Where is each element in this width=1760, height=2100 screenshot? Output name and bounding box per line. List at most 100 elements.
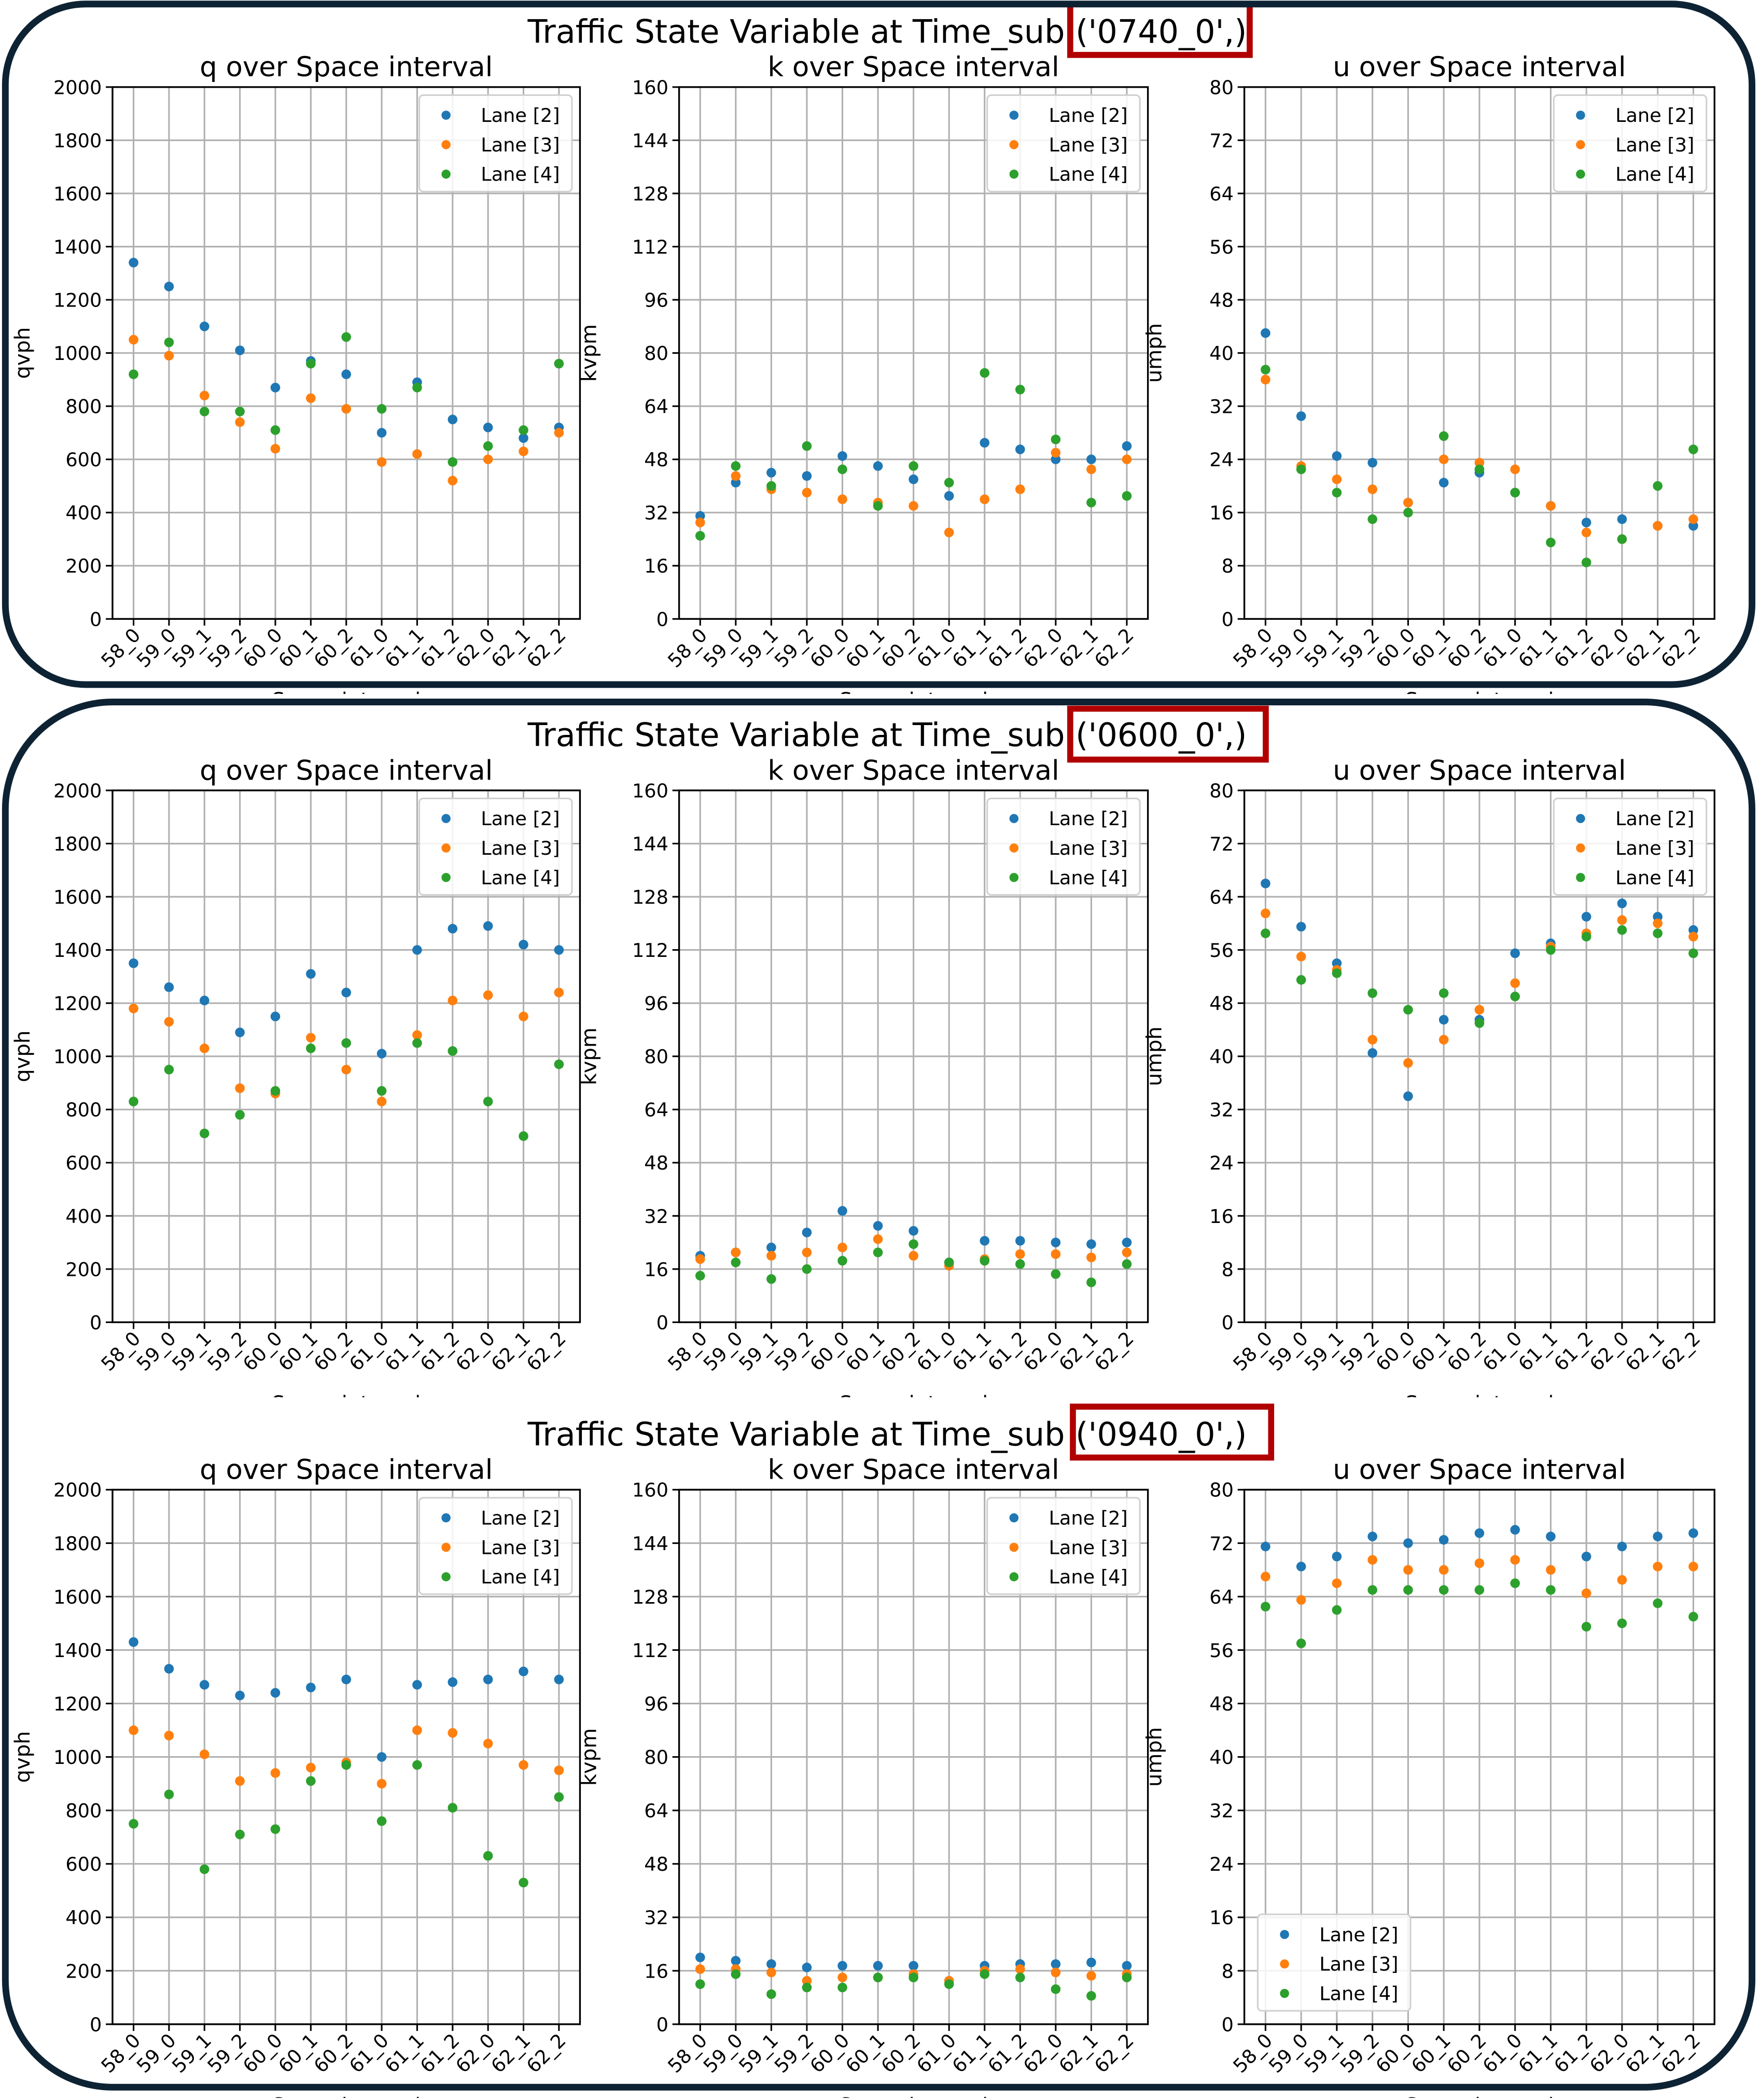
subplot-title: q over Space interval (200, 51, 493, 83)
point-lane-2 (483, 921, 493, 931)
point-lane-2 (270, 382, 281, 393)
point-lane-2 (909, 474, 918, 484)
point-lane-4 (1653, 481, 1663, 491)
point-lane-4 (1510, 992, 1520, 1002)
figure-title-prefix: Traffic State Variable at Time_sub (527, 13, 1065, 51)
point-lane-4 (270, 425, 281, 435)
legend-marker (441, 140, 451, 149)
point-lane-3 (1474, 1558, 1485, 1568)
point-lane-4 (731, 1257, 741, 1268)
y-axis: 0 8 16 24 32 40 48 56 64 72 80 (1209, 1479, 1245, 2036)
point-lane-2 (1261, 328, 1270, 338)
y-axis: 0 8 16 24 32 40 48 56 64 72 80 (1209, 780, 1245, 1334)
y-tick-label: 56 (1209, 236, 1234, 258)
point-lane-3 (376, 1778, 387, 1789)
y-tick-label: 16 (1209, 1907, 1234, 1929)
point-lane-4 (554, 358, 564, 369)
subplot-title: u over Space interval (1333, 51, 1626, 83)
y-tick-label: 8 (1222, 1258, 1234, 1281)
point-lane-3 (235, 417, 245, 427)
point-lane-4 (731, 1969, 741, 1979)
point-lane-4 (1617, 534, 1627, 544)
point-lane-3 (1653, 521, 1663, 531)
point-lane-3 (1086, 464, 1096, 475)
point-lane-4 (1332, 968, 1342, 978)
y-axis: 0 200 400 600 800 1000 1200 1400 1600 1800 2000 (53, 780, 113, 1334)
point-lane-3 (1581, 1588, 1591, 1598)
point-lane-4 (1086, 497, 1096, 508)
point-lane-3 (695, 518, 705, 527)
point-lane-2 (1051, 1959, 1061, 1969)
y-tick-label: 0 (656, 2013, 668, 2036)
point-lane-4 (519, 1131, 528, 1141)
point-lane-3 (837, 1972, 847, 1983)
point-lane-4 (731, 461, 741, 471)
y-tick-label: 96 (644, 1693, 668, 1715)
point-lane-3 (695, 1254, 705, 1264)
y-tick-label: 1000 (53, 1046, 102, 1068)
legend-marker (1009, 843, 1019, 853)
legend-box (1256, 1913, 1412, 2012)
point-lane-3 (519, 1011, 528, 1022)
point-lane-4 (554, 1792, 564, 1802)
point-lane-3 (448, 1728, 458, 1738)
y-tick-label: 2000 (53, 76, 102, 99)
y-tick-label: 72 (1209, 833, 1234, 855)
y-tick-label: 48 (1209, 993, 1234, 1015)
point-lane-2 (1403, 1538, 1413, 1548)
point-lane-2 (1581, 518, 1591, 527)
y-tick-label: 128 (632, 1586, 668, 1608)
y-tick-label: 32 (644, 1205, 668, 1228)
legend-label: Lane [4] (1049, 1566, 1127, 1588)
legend-box (418, 94, 573, 192)
y-tick-label: 16 (1209, 1205, 1234, 1228)
point-lane-3 (1015, 1964, 1025, 1974)
point-lane-3 (412, 1030, 422, 1040)
legend-label: Lane [3] (1615, 837, 1694, 859)
legend-label: Lane [4] (1615, 867, 1694, 889)
point-lane-3 (1438, 454, 1449, 465)
point-lane-4 (802, 1982, 812, 1993)
y-tick-label: 600 (65, 1152, 102, 1174)
point-lane-3 (1122, 1247, 1132, 1258)
point-lane-2 (1051, 1237, 1061, 1247)
legend-label: Lane [4] (481, 867, 560, 889)
point-lane-3 (129, 1004, 138, 1013)
y-tick-label: 48 (644, 1152, 668, 1174)
point-lane-4 (376, 404, 387, 414)
point-lane-2 (483, 1674, 493, 1685)
point-lane-2 (1296, 411, 1306, 421)
point-lane-3 (448, 995, 458, 1006)
y-tick-label: 1600 (53, 886, 102, 908)
point-lane-4 (1051, 434, 1061, 444)
point-lane-4 (1296, 1638, 1306, 1648)
x-axis-label: Space interval (272, 689, 421, 713)
point-lane-4 (1122, 1259, 1132, 1269)
y-tick-label: 1400 (53, 236, 102, 258)
point-lane-3 (199, 391, 209, 400)
y-tick-label: 24 (1209, 1152, 1234, 1174)
point-lane-2 (695, 511, 705, 521)
x-axis-label: Space interval (839, 1392, 988, 1416)
point-lane-4 (1474, 1585, 1485, 1595)
point-lane-3 (306, 393, 316, 404)
point-lane-4 (909, 1972, 918, 1983)
point-lane-4 (1474, 464, 1485, 475)
point-lane-2 (306, 969, 316, 979)
point-lane-4 (1367, 988, 1377, 998)
legend-marker (441, 1572, 451, 1581)
point-lane-3 (1546, 1565, 1556, 1575)
point-lane-3 (980, 494, 990, 504)
legend-marker (1576, 110, 1585, 120)
y-tick-label: 1800 (53, 833, 102, 855)
legend-marker (1576, 843, 1585, 853)
y-tick-label: 32 (1209, 1099, 1234, 1121)
legend-marker (441, 1513, 451, 1523)
y-tick-label: 1000 (53, 342, 102, 365)
legend-marker (1009, 170, 1019, 179)
data-points (1261, 879, 1698, 1101)
y-tick-label: 112 (632, 1639, 668, 1662)
y-tick-label: 0 (90, 1312, 102, 1334)
point-lane-3 (1051, 1967, 1061, 1978)
data-points (695, 368, 1132, 541)
